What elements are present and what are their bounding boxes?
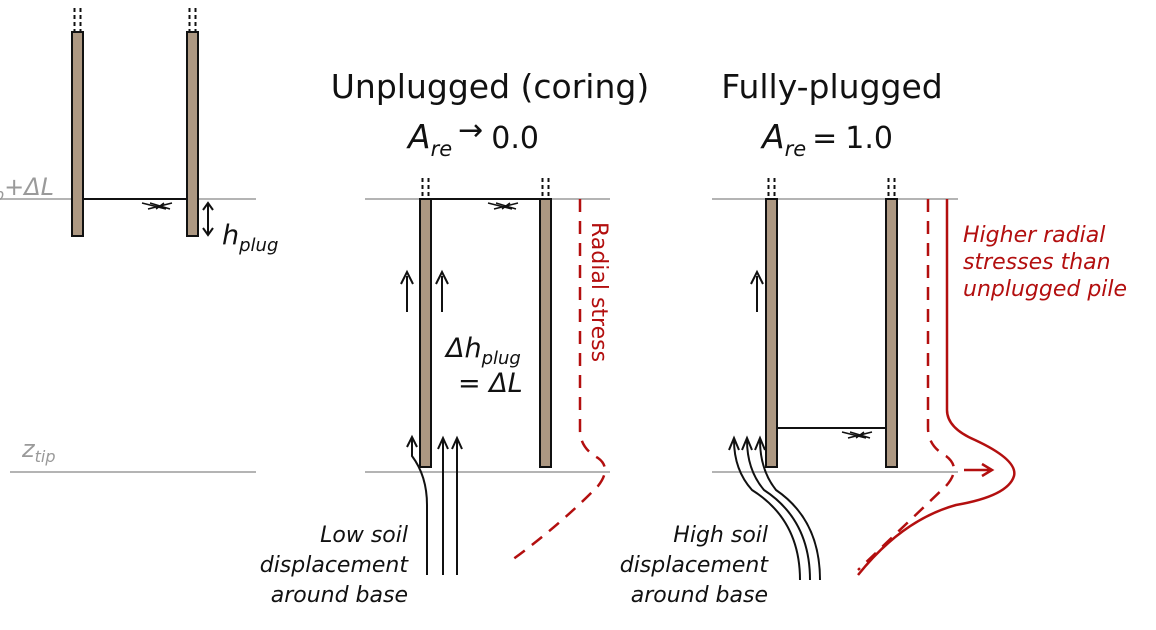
- up-arrow-inner: [435, 269, 449, 312]
- right-panel-title: Fully-plugged: [721, 67, 942, 106]
- right-caption-line-1: High soil: [673, 523, 768, 548]
- soil-flow-line: [437, 435, 449, 575]
- middle-caption-line-1: Low soil: [320, 523, 408, 548]
- left-plug-soil-hatch: [141, 202, 173, 210]
- soil-flow-line: [451, 435, 463, 575]
- middle-pile-wall-left: [419, 198, 432, 468]
- middle-plug-soil-hatch: [487, 202, 519, 210]
- soil-flow-line: [741, 435, 811, 581]
- middle-caption-line-3: around base: [271, 583, 408, 608]
- z-tip-label: ztip: [21, 435, 55, 466]
- middle-area-ratio: Are→ 0.0: [406, 113, 539, 161]
- h-plug-arrow: [202, 201, 214, 237]
- right-area-ratio: Are = 1.0: [760, 117, 893, 161]
- level-label: p+ΔL: [0, 173, 54, 204]
- right-up-arrow: [750, 269, 764, 312]
- left-pile-wall-right: [186, 31, 199, 237]
- stress-caption-line-2: stresses than: [963, 250, 1111, 275]
- radial-stress-increase-arrow: [964, 462, 995, 478]
- h-plug-label: hplug: [222, 220, 278, 256]
- radial-stress-curve-plugged: [857, 199, 1016, 576]
- middle-panel: Unplugged (coring) Are→ 0.0 Δhplug = ΔL R…: [260, 67, 649, 608]
- left-panel: p+ΔL hplug ztip: [0, 8, 278, 473]
- right-caption-line-2: displacement: [620, 553, 770, 578]
- stress-caption-line-3: unplugged pile: [963, 277, 1127, 302]
- left-pile-wall-left: [71, 31, 84, 237]
- middle-panel-title: Unplugged (coring): [331, 67, 649, 106]
- right-plug-soil-hatch: [841, 431, 873, 439]
- radial-stress-label: Radial stress: [586, 222, 611, 362]
- soil-flow-line: [728, 435, 801, 581]
- stress-caption-line-1: Higher radial: [963, 223, 1105, 248]
- soil-flow-line: [406, 434, 428, 575]
- up-arrow-outer: [400, 269, 414, 312]
- right-caption-line-3: around base: [631, 583, 768, 608]
- delta-h-plug-label: Δhplug: [444, 333, 521, 369]
- right-pile-wall-right: [885, 198, 898, 468]
- radial-stress-curve-reference: [857, 199, 956, 571]
- middle-pile-wall-right: [539, 198, 552, 468]
- right-pile-wall-left: [765, 198, 778, 468]
- right-panel: Fully-plugged Are = 1.0 Higher radial stre…: [620, 67, 1127, 608]
- middle-caption-line-2: displacement: [260, 553, 410, 578]
- delta-l-label: = ΔL: [458, 368, 523, 399]
- radial-stress-curve-unplugged: [511, 199, 607, 562]
- soil-flow-line: [754, 435, 821, 581]
